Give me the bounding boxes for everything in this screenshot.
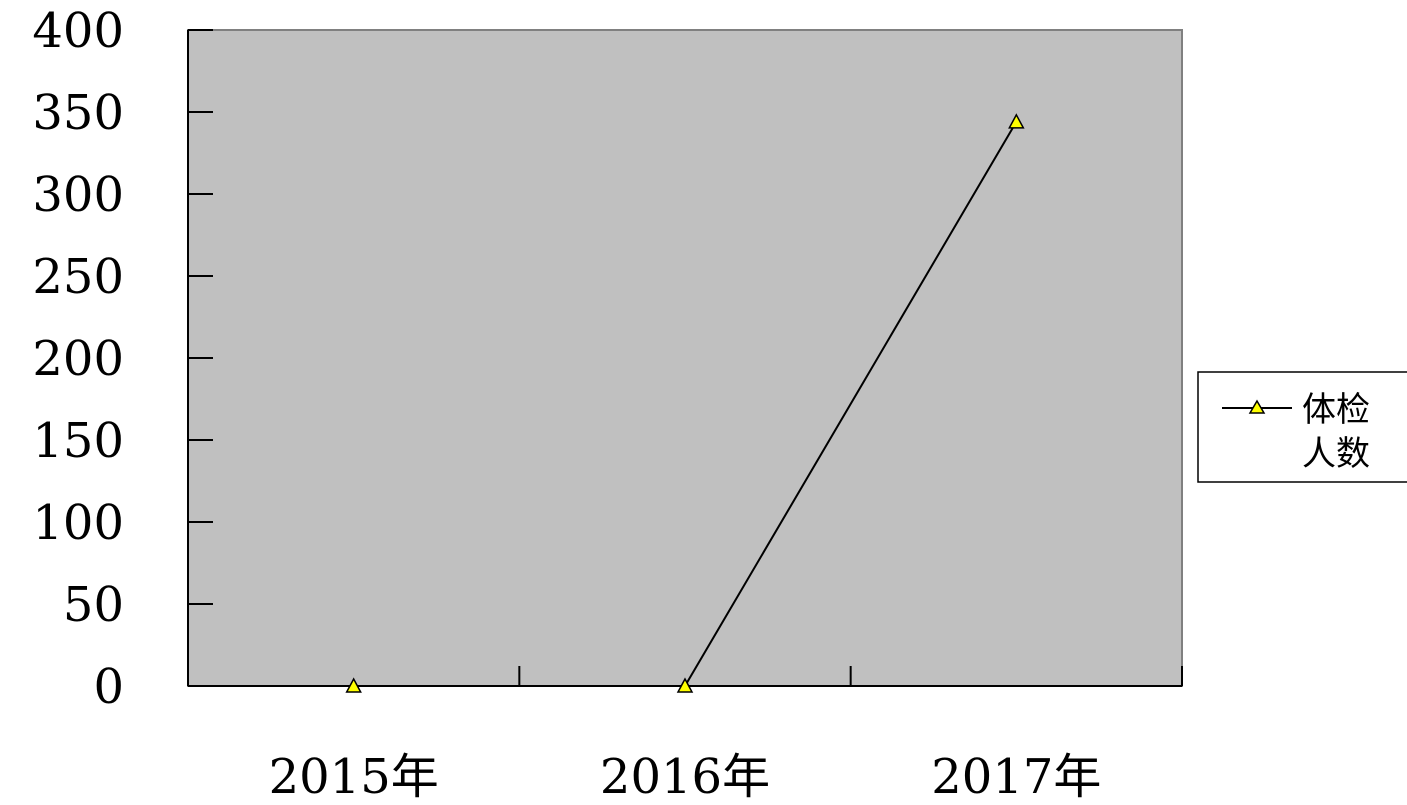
plot-area xyxy=(187,29,1183,687)
data-point-marker xyxy=(345,677,362,693)
y-tick-label: 200 xyxy=(32,331,124,387)
y-tick-label: 350 xyxy=(32,85,124,141)
y-tick-label: 400 xyxy=(32,3,124,59)
y-tick-label: 300 xyxy=(32,167,124,223)
legend: 体检 人数 xyxy=(1197,371,1407,483)
y-tick-label: 250 xyxy=(32,249,124,305)
x-tick-label: 2017年 xyxy=(931,749,1101,805)
legend-label-line-2: 人数 xyxy=(1302,434,1370,474)
x-tick-label: 2016年 xyxy=(600,749,770,805)
y-tick-label: 50 xyxy=(63,577,124,633)
series-layer xyxy=(345,113,1025,693)
y-tick-label: 0 xyxy=(93,659,124,715)
legend-box xyxy=(1197,371,1407,483)
y-axis: 0 50 100 150 200 250 300 350 400 xyxy=(32,3,213,715)
data-point-marker xyxy=(1008,113,1025,129)
y-tick-label: 150 xyxy=(32,413,124,469)
legend-label-line-1: 体检 xyxy=(1302,390,1370,430)
y-tick-label: 100 xyxy=(32,495,124,551)
x-tick-label: 2015年 xyxy=(269,749,439,805)
legend-triangle-marker xyxy=(1248,399,1266,414)
data-point-marker xyxy=(676,677,694,693)
